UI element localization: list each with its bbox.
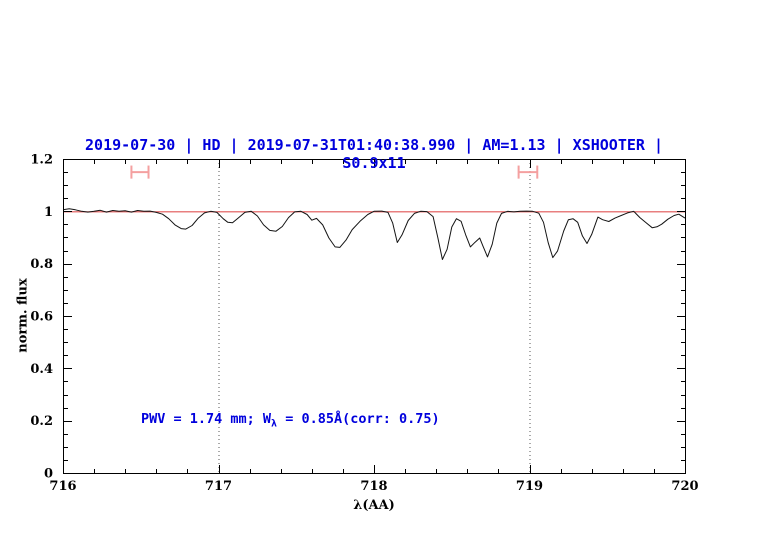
y-tick-label: 1	[44, 205, 53, 220]
y-tick-label: 0.6	[30, 310, 53, 325]
pwv-annotation-lambda-subscript: λ	[271, 418, 278, 430]
x-tick-label: 716	[49, 479, 76, 494]
pwv-annotation: PWV = 1.74 mm; Wλ = 0.85Å(corr: 0.75)	[141, 411, 440, 430]
spectrum-line	[62, 208, 686, 260]
pwv-annotation-prefix: PWV = 1.74 mm; W	[141, 411, 272, 427]
x-tick-label: 717	[205, 479, 232, 494]
y-tick-label: 0.4	[30, 362, 53, 377]
plot-frame	[63, 159, 686, 474]
x-tick-label: 720	[671, 479, 698, 494]
y-tick-label: 0.8	[30, 257, 53, 272]
x-axis-label: λ(AA)	[353, 498, 395, 513]
plot-title: 2019-07-30 | HD | 2019-07-31T01:40:38.99…	[85, 136, 663, 172]
x-tick-label: 718	[360, 479, 387, 494]
y-tick-label: 0	[44, 467, 53, 482]
y-tick-label: 0.2	[30, 414, 53, 429]
pwv-annotation-suffix: = 0.85Å(corr: 0.75)	[277, 411, 440, 427]
x-tick-label: 719	[516, 479, 543, 494]
y-tick-label: 1.2	[30, 153, 53, 168]
y-axis-label: norm. flux	[15, 278, 31, 353]
